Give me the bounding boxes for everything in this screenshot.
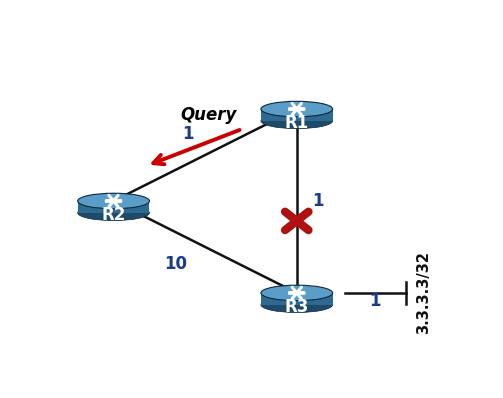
Text: R2: R2 bbox=[102, 206, 126, 224]
Ellipse shape bbox=[261, 297, 332, 312]
Text: R3: R3 bbox=[285, 298, 309, 316]
Ellipse shape bbox=[261, 101, 332, 117]
Ellipse shape bbox=[77, 193, 149, 209]
Text: R1: R1 bbox=[285, 114, 309, 132]
Text: 3.3.3.3/32: 3.3.3.3/32 bbox=[416, 252, 431, 334]
Text: 1: 1 bbox=[369, 292, 380, 310]
Ellipse shape bbox=[261, 285, 332, 300]
Ellipse shape bbox=[261, 113, 332, 129]
FancyBboxPatch shape bbox=[77, 201, 149, 213]
Ellipse shape bbox=[77, 205, 149, 220]
Text: Query: Query bbox=[181, 106, 237, 124]
Text: 1: 1 bbox=[312, 192, 324, 210]
FancyBboxPatch shape bbox=[261, 109, 332, 121]
Text: 10: 10 bbox=[164, 255, 188, 273]
FancyBboxPatch shape bbox=[261, 293, 332, 305]
Text: 1: 1 bbox=[182, 125, 193, 142]
